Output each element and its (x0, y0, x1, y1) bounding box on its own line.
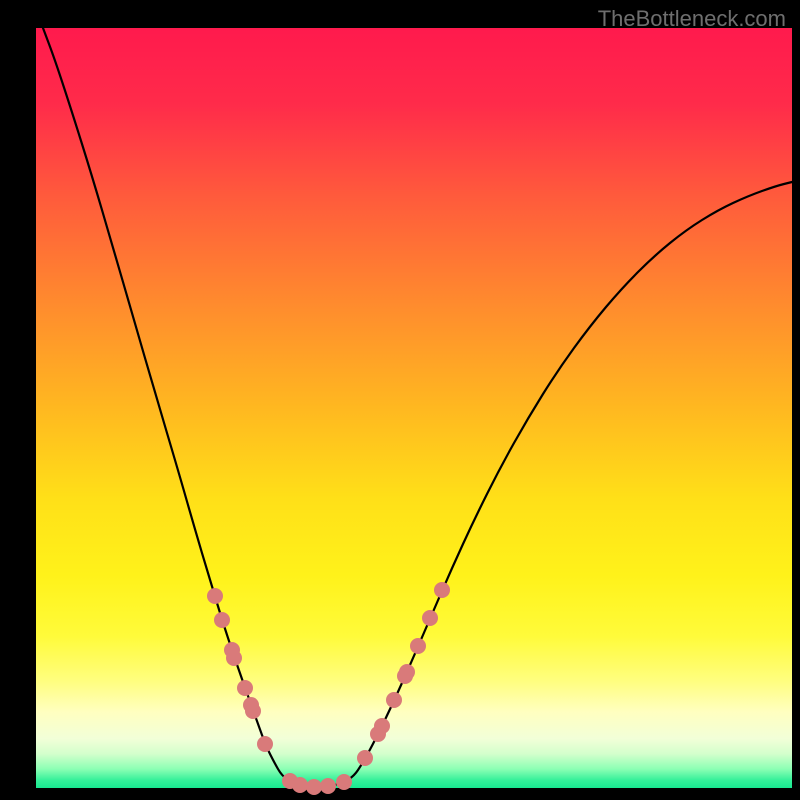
data-point-marker (399, 664, 415, 680)
data-point-marker (336, 774, 352, 790)
chart-svg (0, 0, 800, 800)
data-point-marker (386, 692, 402, 708)
data-point-marker (306, 779, 322, 795)
data-point-marker (245, 703, 261, 719)
data-point-marker (320, 778, 336, 794)
data-point-marker (374, 718, 390, 734)
data-point-marker (214, 612, 230, 628)
data-point-marker (410, 638, 426, 654)
data-point-marker (422, 610, 438, 626)
data-point-marker (226, 650, 242, 666)
data-point-marker (207, 588, 223, 604)
data-point-marker (357, 750, 373, 766)
data-point-marker (257, 736, 273, 752)
chart-container: { "watermark": { "text": "TheBottleneck.… (0, 0, 800, 800)
data-point-marker (237, 680, 253, 696)
data-point-marker (434, 582, 450, 598)
data-point-marker (292, 777, 308, 793)
watermark-text: TheBottleneck.com (598, 6, 786, 32)
